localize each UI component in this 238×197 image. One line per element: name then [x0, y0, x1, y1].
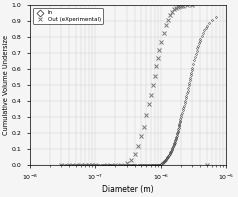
X-axis label: Diameter (m): Diameter (m)	[102, 185, 154, 193]
Y-axis label: Cumulative Volume Undersize: Cumulative Volume Undersize	[4, 35, 10, 135]
Legend: In, Out (eXperimental): In, Out (eXperimental)	[33, 8, 103, 24]
